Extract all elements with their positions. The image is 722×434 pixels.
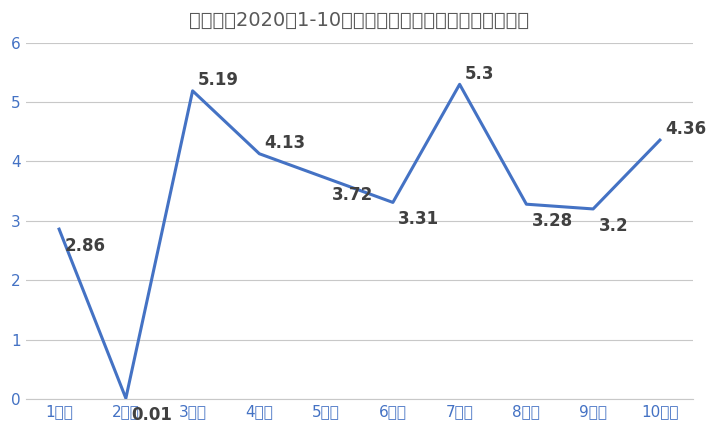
Text: 2.86: 2.86 xyxy=(64,237,105,255)
Text: 4.13: 4.13 xyxy=(265,134,306,152)
Title: 巢湖楼市2020年1-10月商品房成交情况（单位：万平米）: 巢湖楼市2020年1-10月商品房成交情况（单位：万平米） xyxy=(189,11,529,30)
Text: 3.72: 3.72 xyxy=(331,186,373,204)
Text: 3.2: 3.2 xyxy=(599,217,628,234)
Text: 5.19: 5.19 xyxy=(198,71,239,89)
Text: 3.28: 3.28 xyxy=(531,212,573,230)
Text: 5.3: 5.3 xyxy=(465,65,495,82)
Text: 4.36: 4.36 xyxy=(665,120,706,138)
Text: 0.01: 0.01 xyxy=(131,406,172,424)
Text: 3.31: 3.31 xyxy=(399,210,439,228)
